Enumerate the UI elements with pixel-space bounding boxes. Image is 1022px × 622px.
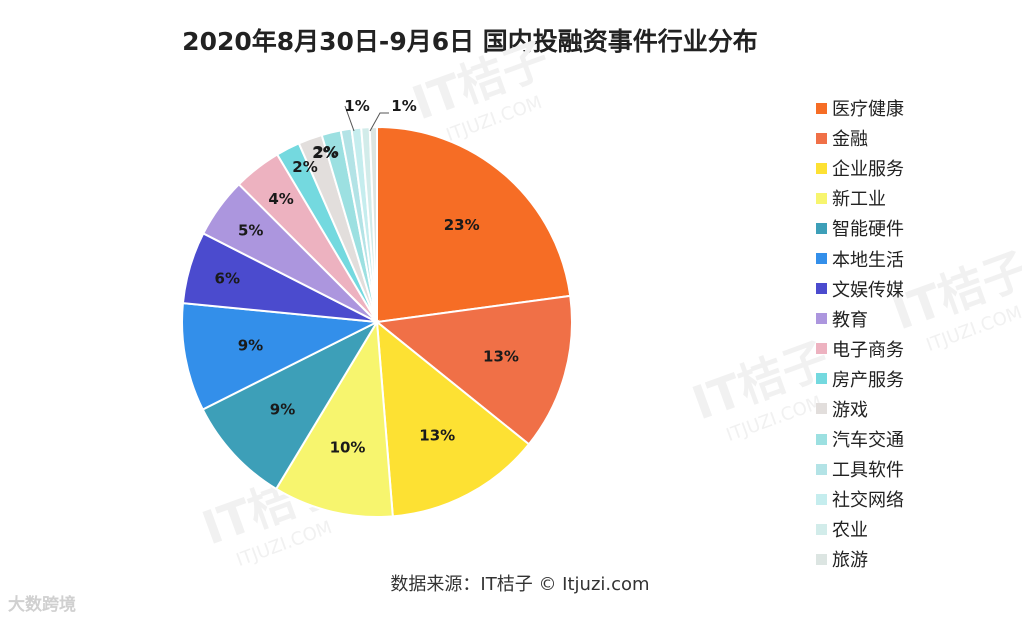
legend-label: 房产服务 <box>832 369 904 391</box>
legend: 医疗健康金融企业服务新工业智能硬件本地生活文娱传媒教育电子商务房产服务游戏汽车交… <box>816 93 904 575</box>
legend-item: 金融 <box>816 123 904 153</box>
slice-label: 6% <box>215 269 240 287</box>
legend-item: 社交网络 <box>816 484 904 514</box>
legend-swatch <box>816 433 827 445</box>
slice-label: 4% <box>268 190 293 208</box>
slice-label: 13% <box>419 427 455 445</box>
legend-item: 医疗健康 <box>816 93 904 123</box>
corner-watermark: 大数跨境 <box>8 595 76 615</box>
legend-item: 教育 <box>816 304 904 334</box>
legend-swatch <box>816 192 827 204</box>
legend-item: 智能硬件 <box>816 213 904 243</box>
legend-item: 工具软件 <box>816 454 904 484</box>
chart-title: 2020年8月30日-9月6日 国内投融资事件行业分布 <box>182 27 758 56</box>
legend-swatch <box>816 493 827 505</box>
pie-slice <box>376 125 572 324</box>
legend-label: 电子商务 <box>832 339 904 361</box>
pie-slice <box>274 318 394 518</box>
slice-label: 2% <box>292 158 317 176</box>
legend-swatch <box>816 553 827 565</box>
source-note: 数据来源：IT桔子 © Itjuzi.com <box>390 574 650 595</box>
slice-label: 5% <box>238 221 263 239</box>
legend-label: 智能硬件 <box>832 219 904 241</box>
pie-slice <box>374 294 573 446</box>
slice-label: 2% <box>313 143 338 161</box>
leader-line <box>369 112 389 132</box>
pie-slices <box>181 125 573 518</box>
legend-label: 游戏 <box>832 399 868 421</box>
slice-label: 2% <box>312 144 337 162</box>
slice-label: 9% <box>270 400 295 418</box>
slice-label: 1% <box>344 97 369 115</box>
legend-item: 房产服务 <box>816 364 904 394</box>
slice-label: 1% <box>391 97 416 115</box>
leader-lines <box>344 105 389 132</box>
legend-swatch <box>816 463 827 475</box>
legend-swatch <box>816 403 827 415</box>
legend-swatch <box>816 132 827 144</box>
legend-swatch <box>816 102 827 114</box>
legend-swatch <box>816 162 827 174</box>
legend-label: 工具软件 <box>832 460 904 482</box>
slice-label: 9% <box>238 337 263 355</box>
legend-swatch <box>816 222 827 234</box>
pie-slice <box>201 319 380 491</box>
legend-label: 教育 <box>832 309 868 331</box>
legend-swatch <box>816 343 827 355</box>
legend-label: 农业 <box>832 520 868 542</box>
pie-slice <box>181 302 381 411</box>
legend-item: 文娱传媒 <box>816 274 904 304</box>
data-labels: 23%13%13%10%9%9%6%5%4%2%2%2%1% 1% <box>215 97 519 456</box>
legend-label: 医疗健康 <box>832 99 904 121</box>
legend-swatch <box>816 313 827 325</box>
legend-item: 企业服务 <box>816 153 904 183</box>
slice-label: 13% <box>483 348 519 366</box>
legend-label: 金融 <box>832 129 868 151</box>
slice-label: 10% <box>330 438 366 456</box>
legend-label: 旅游 <box>832 550 868 572</box>
legend-item: 本地生活 <box>816 243 904 273</box>
legend-item: 电子商务 <box>816 334 904 364</box>
legend-item: 新工业 <box>816 183 904 213</box>
pie-slice <box>375 319 531 518</box>
legend-label: 新工业 <box>832 189 886 211</box>
legend-label: 社交网络 <box>832 490 904 512</box>
legend-item: 游戏 <box>816 394 904 424</box>
legend-label: 文娱传媒 <box>832 279 904 301</box>
legend-swatch <box>816 253 827 265</box>
legend-label: 企业服务 <box>832 159 904 181</box>
legend-item: 旅游 <box>816 544 904 574</box>
slice-label: 23% <box>444 216 480 234</box>
legend-label: 汽车交通 <box>832 430 904 452</box>
legend-label: 本地生活 <box>832 249 904 271</box>
legend-swatch <box>816 283 827 295</box>
legend-swatch <box>816 523 827 535</box>
legend-swatch <box>816 373 827 385</box>
pie-slice <box>368 125 378 323</box>
legend-item: 农业 <box>816 514 904 544</box>
leader-line <box>344 105 355 132</box>
legend-item: 汽车交通 <box>816 424 904 454</box>
